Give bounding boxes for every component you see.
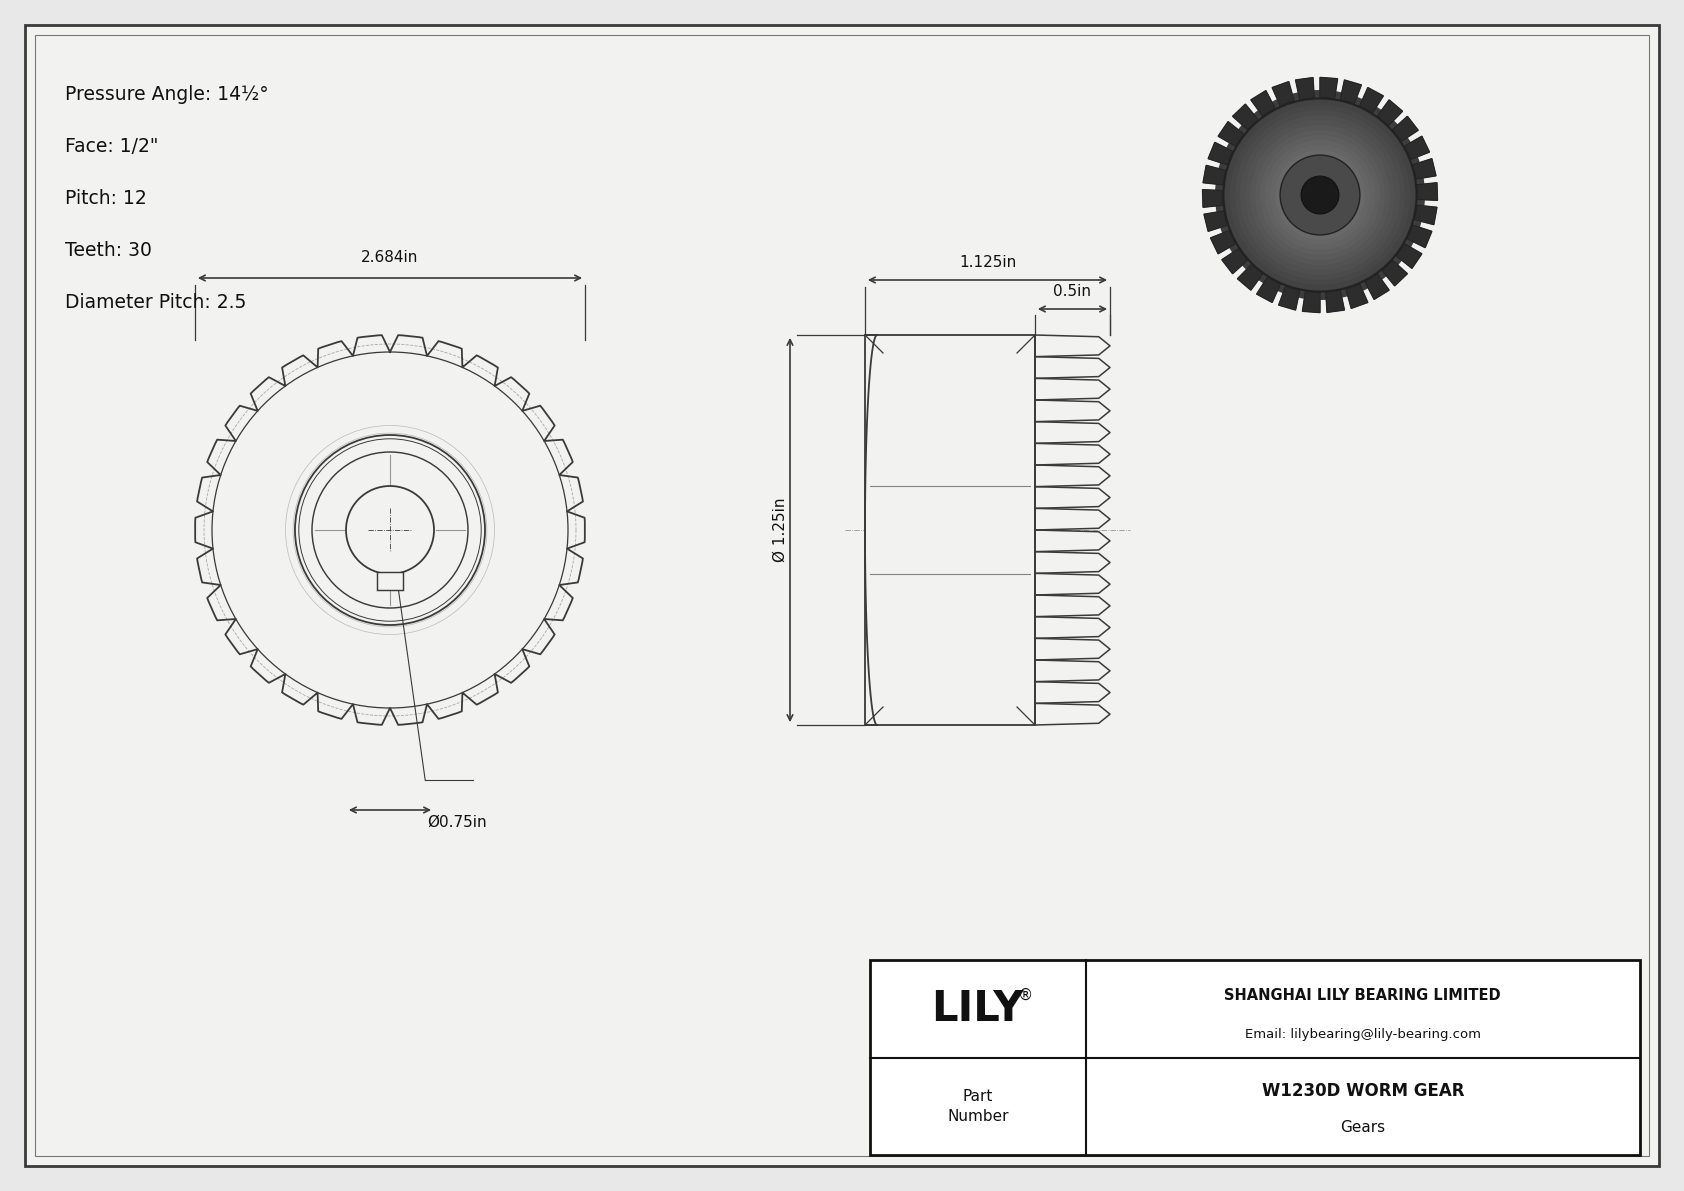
Text: Gears: Gears [1340, 1121, 1386, 1135]
Polygon shape [1413, 158, 1436, 179]
Circle shape [345, 486, 434, 574]
Text: Email: lilybearing@lily-bearing.com: Email: lilybearing@lily-bearing.com [1244, 1028, 1480, 1041]
Polygon shape [1238, 264, 1263, 291]
Circle shape [1214, 91, 1425, 300]
Circle shape [1310, 185, 1330, 205]
Text: Teeth: 30: Teeth: 30 [66, 241, 152, 260]
Polygon shape [1378, 100, 1403, 125]
Text: ®: ® [1019, 987, 1034, 1003]
Circle shape [1229, 105, 1410, 285]
Polygon shape [1271, 82, 1293, 106]
Circle shape [1290, 166, 1351, 225]
Polygon shape [1202, 166, 1226, 185]
Text: 1.125in: 1.125in [958, 255, 1015, 270]
Polygon shape [1223, 249, 1248, 274]
Text: Pitch: 12: Pitch: 12 [66, 189, 147, 208]
Circle shape [1239, 116, 1399, 275]
Text: Part
Number: Part Number [946, 1089, 1009, 1123]
Circle shape [1302, 176, 1339, 214]
Circle shape [1300, 175, 1340, 216]
Polygon shape [1346, 285, 1367, 308]
Text: 2.684in: 2.684in [362, 250, 419, 266]
Bar [871, 960, 1640, 1155]
Polygon shape [1418, 182, 1438, 200]
Circle shape [1315, 191, 1325, 200]
Polygon shape [1218, 121, 1244, 146]
Bar [377, 572, 402, 590]
Polygon shape [1415, 205, 1436, 225]
Circle shape [1295, 170, 1346, 220]
Text: Diameter Pitch: 2.5: Diameter Pitch: 2.5 [66, 293, 246, 312]
Text: Ø0.75in: Ø0.75in [428, 815, 487, 830]
Polygon shape [1207, 143, 1233, 164]
Text: Ø 1.25in: Ø 1.25in [773, 498, 788, 562]
Polygon shape [1211, 231, 1236, 254]
Polygon shape [1408, 225, 1431, 248]
Polygon shape [1302, 292, 1320, 312]
Circle shape [1305, 180, 1335, 210]
Circle shape [1265, 141, 1376, 250]
Circle shape [1280, 155, 1361, 235]
Text: SHANGHAI LILY BEARING LIMITED: SHANGHAI LILY BEARING LIMITED [1224, 987, 1500, 1003]
Circle shape [1270, 145, 1371, 245]
Polygon shape [1340, 80, 1361, 104]
Text: Face: 1/2": Face: 1/2" [66, 137, 158, 156]
Polygon shape [1204, 211, 1228, 231]
Circle shape [1234, 110, 1404, 280]
Circle shape [1255, 130, 1384, 260]
Polygon shape [1233, 104, 1258, 130]
Circle shape [1275, 150, 1366, 241]
Polygon shape [1393, 117, 1418, 142]
Circle shape [1250, 125, 1389, 266]
Bar [866, 335, 1036, 725]
Polygon shape [1202, 189, 1223, 207]
Polygon shape [1359, 88, 1383, 113]
Polygon shape [1366, 274, 1389, 299]
Circle shape [1219, 95, 1420, 295]
Circle shape [1260, 135, 1379, 255]
Polygon shape [1383, 261, 1408, 286]
Polygon shape [1256, 278, 1280, 303]
Text: LILY: LILY [931, 987, 1024, 1030]
Polygon shape [1295, 77, 1314, 100]
Polygon shape [1325, 291, 1344, 312]
Circle shape [1224, 100, 1415, 289]
Text: 0.5in: 0.5in [1054, 283, 1091, 299]
Polygon shape [1320, 77, 1337, 99]
Polygon shape [1278, 286, 1300, 310]
Polygon shape [1404, 136, 1430, 160]
Circle shape [1285, 160, 1356, 230]
Polygon shape [1396, 244, 1421, 268]
Polygon shape [1251, 91, 1275, 116]
Circle shape [1280, 155, 1361, 235]
Text: W1230D WORM GEAR: W1230D WORM GEAR [1261, 1081, 1463, 1099]
Text: Pressure Angle: 14½°: Pressure Angle: 14½° [66, 85, 269, 104]
Circle shape [1244, 120, 1394, 270]
